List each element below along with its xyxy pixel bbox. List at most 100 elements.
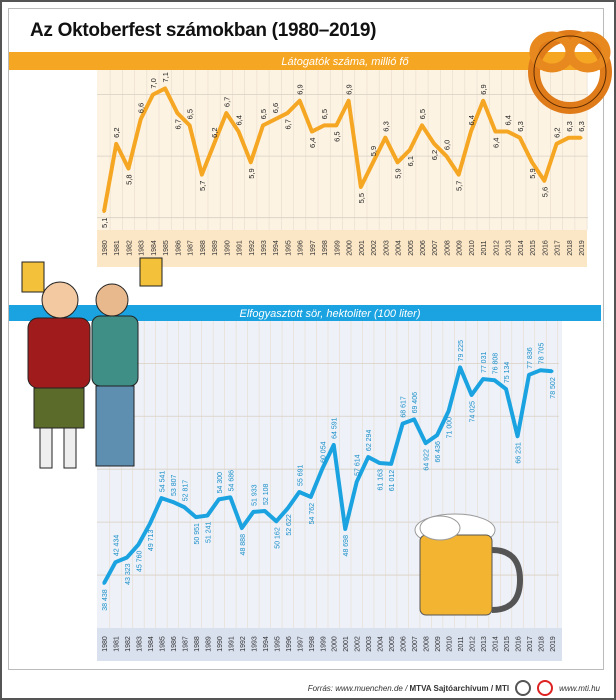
- visitors-year-label: 1992: [249, 240, 256, 256]
- beer-point: [217, 497, 221, 501]
- visitors-data-label: 6,3: [516, 121, 525, 131]
- visitors-year-label: 1986: [175, 240, 182, 256]
- visitors-year-label: 1988: [200, 240, 207, 256]
- visitors-point: [114, 142, 118, 146]
- beer-year-label: 1988: [194, 636, 201, 652]
- visitors-point: [188, 123, 192, 127]
- beer-data-label: 74 025: [470, 401, 477, 423]
- visitors-point: [163, 86, 167, 90]
- beer-point: [412, 417, 416, 421]
- visitors-data-label: 6,5: [259, 109, 268, 119]
- visitors-point: [506, 130, 510, 134]
- visitors-point: [420, 123, 424, 127]
- beer-year-label: 2017: [527, 636, 534, 652]
- visitors-data-label: 6,3: [565, 121, 574, 131]
- visitors-year-label: 1982: [126, 240, 133, 256]
- visitors-point: [481, 99, 485, 103]
- beer-year-label: 2010: [447, 636, 454, 652]
- visitors-point: [359, 185, 363, 189]
- visitors-year-label: 1989: [212, 240, 219, 256]
- beer-year-label: 2012: [470, 636, 477, 652]
- beer-data-label: 66 231: [516, 442, 523, 464]
- visitors-point: [383, 136, 387, 140]
- visitors-point: [298, 99, 302, 103]
- visitors-point: [261, 123, 265, 127]
- beer-point: [263, 509, 267, 513]
- beer-point: [274, 519, 278, 523]
- beer-mug-illustration: [414, 513, 524, 616]
- beer-point: [378, 461, 382, 465]
- visitors-data-label: 6,2: [210, 127, 219, 137]
- visitors-year-label: 2018: [567, 240, 574, 256]
- beer-year-label: 1996: [286, 636, 293, 652]
- visitors-data-label: 6,5: [186, 109, 195, 119]
- visitors-point: [518, 136, 522, 140]
- beer-data-label: 38 438: [102, 589, 109, 611]
- beer-data-label: 61 012: [389, 470, 396, 492]
- beer-data-label: 53 807: [171, 474, 178, 496]
- visitors-year-label: 2007: [432, 240, 439, 256]
- visitors-data-label: 5,9: [369, 146, 378, 156]
- visitors-point: [175, 111, 179, 115]
- visitors-year-label: 1990: [224, 240, 231, 256]
- visitors-data-label: 5,1: [100, 218, 109, 228]
- visitors-data-label: 5,9: [394, 168, 403, 178]
- beer-year-label: 1987: [182, 636, 189, 652]
- beer-year-label: 2018: [539, 636, 546, 652]
- beer-year-band: [97, 628, 562, 661]
- visitors-data-label: 6,3: [577, 121, 586, 131]
- beer-data-label: 77 031: [481, 352, 488, 374]
- beer-data-label: 76 808: [493, 353, 500, 375]
- beer-year-label: 2009: [435, 636, 442, 652]
- visitors-point: [542, 179, 546, 183]
- beer-point: [113, 560, 117, 564]
- visitors-data-label: 5,5: [357, 193, 366, 203]
- visitors-series-line: [102, 86, 581, 212]
- beer-point: [447, 409, 451, 413]
- beer-data-label: 52 108: [263, 483, 270, 505]
- beer-data-label: 62 294: [366, 430, 373, 452]
- visitors-year-label: 1998: [322, 240, 329, 256]
- beer-data-label: 52 622: [286, 514, 293, 536]
- beer-year-label: 1998: [309, 636, 316, 652]
- beer-year-label: 2008: [424, 636, 431, 652]
- visitors-year-label: 1985: [163, 240, 170, 256]
- beer-point: [332, 443, 336, 447]
- visitors-year-label: 2012: [493, 240, 500, 256]
- beer-year-label: 2003: [366, 636, 373, 652]
- visitors-data-label: 5,8: [124, 174, 133, 184]
- visitors-point: [432, 142, 436, 146]
- beer-point: [539, 368, 543, 372]
- visitors-data-label: 6,5: [332, 131, 341, 141]
- visitors-point: [139, 117, 143, 121]
- beer-data-label: 64 591: [332, 417, 339, 439]
- beer-data-label: 77 836: [527, 347, 534, 369]
- visitors-data-label: 6,7: [283, 119, 292, 129]
- visitors-data-label: 7,1: [161, 72, 170, 82]
- beer-year-label: 2006: [401, 636, 408, 652]
- visitors-year-label: 1984: [151, 240, 158, 256]
- visitors-point: [579, 136, 583, 140]
- beer-chart: 38 438 1980 42 434 1981 43 323 1982 45 760 1983…: [97, 321, 559, 652]
- beer-year-label: 1983: [136, 636, 143, 652]
- visitors-year-label: 2015: [530, 240, 537, 256]
- inner-border: [8, 8, 604, 670]
- beer-data-label: 51 933: [251, 484, 258, 506]
- visitors-point: [469, 130, 473, 134]
- beer-data-label: 61 163: [378, 469, 385, 491]
- beer-data-label: 54 300: [217, 472, 224, 494]
- visitors-year-label: 2001: [359, 240, 366, 256]
- beer-year-label: 2015: [504, 636, 511, 652]
- beer-year-label: 1994: [263, 636, 270, 652]
- beer-year-label: 1981: [113, 636, 120, 652]
- beer-data-label: 66 436: [435, 441, 442, 463]
- beer-data-label: 64 922: [424, 449, 431, 471]
- beer-year-label: 2000: [332, 636, 339, 652]
- beer-data-label: 50 951: [194, 523, 201, 545]
- beer-point: [228, 495, 232, 499]
- visitors-point: [310, 130, 314, 134]
- visitors-year-label: 1996: [298, 240, 305, 256]
- beer-year-label: 1984: [148, 636, 155, 652]
- visitors-point: [102, 210, 106, 214]
